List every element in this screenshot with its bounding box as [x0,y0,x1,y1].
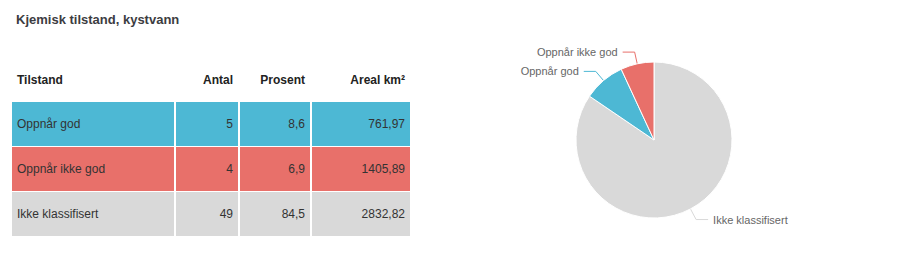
svg-text:6,9: 6,9 [288,162,305,176]
svg-text:5: 5 [226,117,233,131]
svg-text:Tilstand: Tilstand [17,73,63,87]
svg-text:Prosent: Prosent [260,73,305,87]
svg-text:Kjemisk tilstand, kystvann: Kjemisk tilstand, kystvann [16,12,179,27]
svg-text:1405,89: 1405,89 [362,162,406,176]
svg-text:49: 49 [220,207,234,221]
svg-text:2832,82: 2832,82 [362,207,406,221]
svg-text:Ikke klassifisert: Ikke klassifisert [713,214,788,226]
svg-text:Oppnår god: Oppnår god [17,117,80,131]
svg-text:Ikke klassifisert: Ikke klassifisert [17,207,99,221]
svg-text:Antal: Antal [203,73,233,87]
svg-text:4: 4 [226,162,233,176]
svg-text:Oppnår ikke god: Oppnår ikke god [17,162,105,176]
svg-text:761,97: 761,97 [368,117,405,131]
svg-text:Areal km²: Areal km² [350,73,405,87]
svg-text:8,6: 8,6 [288,117,305,131]
svg-text:Oppnår ikke god: Oppnår ikke god [537,46,618,58]
svg-text:Oppnår god: Oppnår god [521,65,579,77]
svg-text:84,5: 84,5 [282,207,306,221]
